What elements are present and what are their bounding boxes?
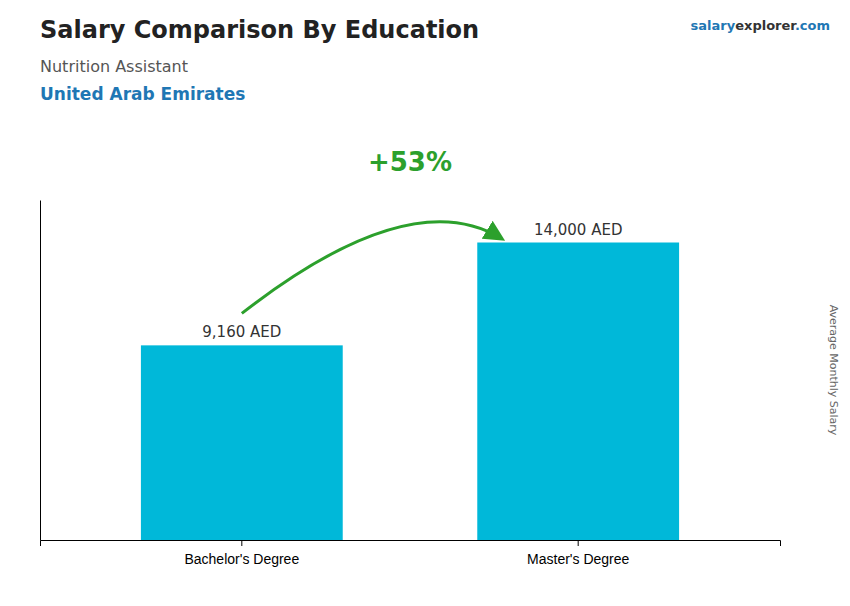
x-axis: Bachelor's Degree Master's Degree — [41, 540, 781, 567]
y-axis-label: Average Monthly Salary — [827, 305, 840, 436]
x-tick: Bachelor's Degree — [184, 540, 299, 567]
data-label: 9,160 AED — [202, 323, 281, 341]
x-tick: Master's Degree — [527, 540, 629, 567]
website-part: explorer — [735, 18, 797, 33]
bar — [141, 345, 343, 540]
x-tick-label: Master's Degree — [527, 551, 629, 567]
x-tick-mark — [241, 540, 242, 546]
bar — [477, 243, 679, 541]
arrow — [242, 222, 502, 314]
data-label: 14,000 AED — [534, 221, 623, 239]
bars — [141, 243, 679, 541]
chart: Salary Comparison By Education Nutrition … — [0, 0, 850, 606]
website: salaryexplorer.com — [691, 18, 830, 33]
x-tick-label: Bachelor's Degree — [184, 551, 299, 567]
x-axis-line — [41, 541, 781, 547]
website-part: .com — [795, 18, 830, 33]
data-labels: 9,160 AED 14,000 AED — [202, 221, 622, 342]
x-tick-mark — [578, 540, 579, 546]
annotation: +53% — [368, 147, 452, 177]
plot: Bachelor's Degree Master's Degree 9,160 AE… — [41, 147, 781, 568]
title: Salary Comparison By Education — [40, 16, 479, 44]
annotation: United Arab Emirates — [40, 84, 245, 104]
subtitle: Nutrition Assistant — [40, 57, 188, 76]
website-part: salary — [691, 18, 736, 33]
y-axis — [40, 201, 41, 541]
y-axis-line — [40, 201, 41, 541]
